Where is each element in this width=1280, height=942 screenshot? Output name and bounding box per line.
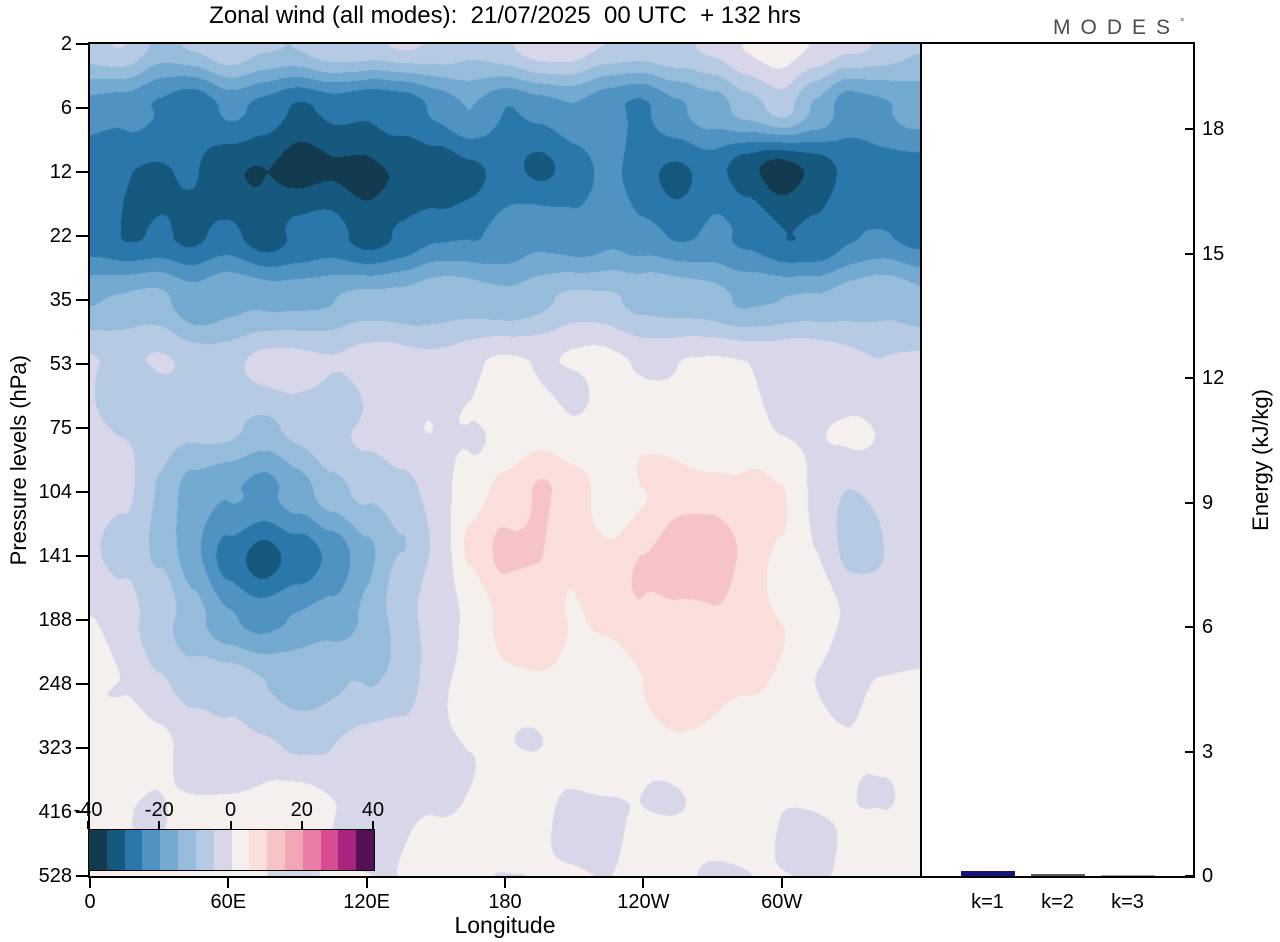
pressure-tick-label: 188: [38, 609, 72, 631]
colorbar-cell: [160, 830, 179, 870]
energy-bar-label: k=2: [1041, 891, 1074, 913]
energy-bar-label: k=1: [971, 891, 1004, 913]
energy-bar: [960, 871, 1015, 876]
pressure-tick: [76, 747, 88, 749]
pressure-tick-label: 248: [38, 673, 72, 695]
colorbar-tick-label: -40: [73, 799, 103, 821]
energy-tick: [1185, 875, 1195, 877]
colorbar: [88, 829, 375, 871]
colorbar-cell: [231, 830, 250, 870]
pressure-tick-label: 141: [38, 545, 72, 567]
pressure-tick: [76, 299, 88, 301]
longitude-tick-label: 120E: [343, 891, 391, 913]
longitude-tick: [227, 876, 230, 888]
energy-bar-label: k=3: [1111, 891, 1144, 913]
colorbar-cell: [213, 830, 232, 870]
energy-tick-label: 12: [1202, 367, 1225, 390]
longitude-tick-label: 180: [488, 891, 522, 913]
pressure-tick: [76, 171, 88, 173]
modes-logo-mark: °: [1180, 17, 1185, 29]
energy-bar: [1100, 875, 1155, 876]
longitude-tick: [89, 876, 91, 888]
pressure-tick-label: 323: [38, 737, 72, 759]
modes-logo-text: MODES: [1053, 16, 1181, 39]
energy-bar: [1030, 874, 1085, 876]
longitude-tick-label: 0: [84, 891, 96, 913]
colorbar-tick: [372, 821, 374, 829]
colorbar-tick-label: 40: [361, 799, 385, 821]
longitude-tick: [365, 876, 368, 888]
colorbar-cell: [338, 830, 357, 870]
energy-tick: [1185, 626, 1195, 629]
energy-tick-label: 15: [1202, 242, 1225, 265]
pressure-tick-label: 12: [49, 161, 72, 183]
colorbar-tick: [158, 821, 161, 829]
pressure-tick: [76, 555, 88, 557]
pressure-tick: [76, 683, 88, 685]
chart-title: Zonal wind (all modes): 21/07/2025 00 UT…: [209, 2, 801, 29]
longitude-tick-label: 60E: [210, 891, 247, 913]
colorbar-tick-label: 20: [290, 799, 313, 821]
x-axis-label: Longitude: [454, 912, 556, 938]
colorbar-cell: [106, 830, 125, 870]
pressure-axis-label-text: Pressure levels (hPa): [6, 354, 31, 566]
colorbar-tick-label: -20: [144, 799, 174, 821]
contour-canvas: [90, 44, 920, 876]
pressure-tick-label: 6: [60, 97, 72, 119]
energy-tick-label: 9: [1202, 491, 1214, 514]
longitude-tick: [780, 876, 783, 888]
pressure-tick: [76, 107, 88, 109]
colorbar-cell: [267, 830, 285, 870]
colorbar-cell: [124, 830, 143, 870]
colorbar-cell: [195, 830, 214, 870]
longitude-tick-label: 60W: [761, 891, 803, 913]
pressure-tick: [76, 811, 88, 813]
longitude-tick: [642, 876, 645, 888]
colorbar-cell: [356, 830, 374, 870]
energy-tick-label: 18: [1202, 118, 1225, 141]
energy-tick: [1185, 128, 1195, 131]
energy-tick-label: 3: [1202, 740, 1214, 763]
colorbar-tick: [87, 821, 89, 829]
pressure-tick-label: 35: [49, 289, 72, 311]
colorbar-tick: [300, 821, 303, 829]
energy-panel: [920, 42, 1195, 878]
energy-tick-label: 0: [1202, 865, 1214, 887]
pressure-tick-label: 528: [38, 865, 72, 887]
colorbar-cell: [284, 830, 303, 870]
contour-plot: [88, 42, 922, 878]
modes-logo: MODES°: [1053, 16, 1213, 40]
pressure-tick: [76, 875, 88, 877]
pressure-tick-label: 2: [60, 33, 72, 55]
pressure-tick: [76, 491, 88, 493]
pressure-tick-label: 104: [38, 481, 72, 503]
longitude-tick: [504, 876, 506, 888]
pressure-tick-label: 75: [49, 417, 72, 439]
pressure-tick: [76, 363, 88, 365]
colorbar-tick-label: 0: [224, 799, 237, 821]
pressure-tick-label: 416: [38, 801, 72, 823]
pressure-tick-label: 22: [49, 225, 72, 247]
colorbar-cell: [320, 830, 339, 870]
energy-tick-label: 6: [1202, 616, 1214, 639]
colorbar-cell: [142, 830, 161, 870]
colorbar-cell: [249, 830, 268, 870]
pressure-tick: [76, 619, 88, 621]
energy-tick: [1185, 750, 1195, 753]
energy-tick: [1185, 252, 1195, 255]
pressure-tick: [76, 427, 88, 429]
colorbar-cell: [178, 830, 196, 870]
pressure-tick: [76, 43, 88, 45]
pressure-tick-label: 53: [49, 353, 72, 375]
colorbar-cell: [302, 830, 321, 870]
longitude-tick-label: 120W: [617, 891, 670, 913]
colorbar-cell: [89, 830, 107, 870]
colorbar-tick: [229, 821, 232, 829]
energy-tick: [1185, 501, 1195, 504]
pressure-tick: [76, 235, 88, 237]
energy-tick: [1185, 377, 1195, 380]
